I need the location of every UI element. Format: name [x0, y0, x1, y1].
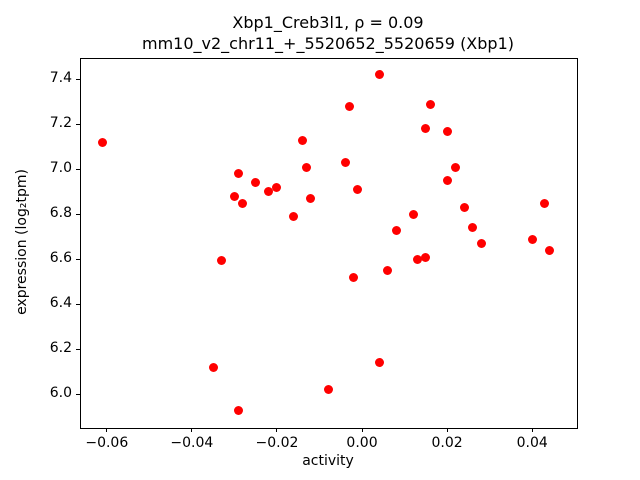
data-point: [421, 124, 431, 134]
y-tick-mark: [76, 258, 80, 260]
data-point: [98, 137, 108, 147]
data-point: [289, 212, 299, 222]
chart-title-line1: Xbp1_Creb3l1, ρ = 0.09: [232, 13, 424, 32]
data-point: [374, 70, 384, 80]
y-tick-label: 6.0: [49, 385, 72, 402]
x-tick-mark: [191, 428, 193, 432]
data-point: [251, 178, 261, 188]
y-tick-mark: [76, 393, 80, 395]
data-point: [412, 254, 422, 264]
chart-title-line2: mm10_v2_chr11_+_5520652_5520659 (Xbp1): [142, 34, 514, 53]
x-tick-mark: [531, 428, 533, 432]
data-point: [544, 245, 554, 255]
y-tick-mark: [76, 78, 80, 80]
y-axis-label: expression (log₂tpm): [14, 169, 30, 315]
data-point: [263, 187, 273, 197]
x-tick-mark: [106, 428, 108, 432]
data-point: [425, 99, 435, 109]
x-axis-label: activity: [302, 453, 354, 469]
data-point: [391, 225, 401, 235]
y-tick-label: 6.4: [49, 295, 72, 312]
chart-title: Xbp1_Creb3l1, ρ = 0.09 mm10_v2_chr11_+_5…: [80, 12, 576, 54]
data-point: [340, 158, 350, 168]
x-tick-label: −0.04: [170, 435, 214, 451]
y-tick-label: 6.2: [49, 340, 72, 357]
y-tick-label: 7.0: [49, 160, 72, 177]
data-point: [234, 169, 244, 179]
data-point: [208, 362, 218, 372]
x-tick-mark: [446, 428, 448, 432]
data-point: [421, 252, 431, 262]
data-point: [302, 162, 312, 172]
plot-area: [80, 58, 578, 429]
data-point: [344, 101, 354, 111]
y-tick-mark: [76, 168, 80, 170]
y-tick-label: 6.6: [49, 250, 72, 267]
data-point: [323, 385, 333, 395]
y-tick-mark: [76, 348, 80, 350]
data-point: [272, 182, 282, 192]
y-tick-mark: [76, 213, 80, 215]
data-point: [353, 185, 363, 195]
data-point: [383, 266, 393, 276]
data-point: [540, 198, 550, 208]
y-tick-label: 6.8: [49, 205, 72, 222]
data-point: [229, 191, 239, 201]
data-point: [476, 239, 486, 249]
y-tick-mark: [76, 303, 80, 305]
data-point: [297, 135, 307, 145]
data-point: [349, 272, 359, 282]
x-tick-label: −0.06: [85, 435, 129, 451]
x-tick-mark: [361, 428, 363, 432]
data-point: [374, 358, 384, 368]
data-point: [306, 194, 316, 204]
y-tick-label: 7.4: [49, 70, 72, 87]
x-tick-mark: [276, 428, 278, 432]
data-point: [527, 234, 537, 244]
data-point: [468, 223, 478, 233]
data-point: [451, 162, 461, 172]
y-tick-mark: [76, 123, 80, 125]
x-tick-label: −0.02: [255, 435, 299, 451]
data-point: [217, 256, 227, 265]
data-point: [408, 209, 418, 219]
data-point: [234, 405, 244, 415]
data-point: [442, 126, 452, 136]
x-tick-label: 0.04: [516, 435, 548, 451]
x-tick-label: 0.02: [431, 435, 463, 451]
data-point: [442, 176, 452, 186]
x-tick-label: 0.00: [346, 435, 378, 451]
data-point: [459, 203, 469, 213]
y-tick-label: 7.2: [49, 115, 72, 132]
data-point: [238, 198, 248, 208]
